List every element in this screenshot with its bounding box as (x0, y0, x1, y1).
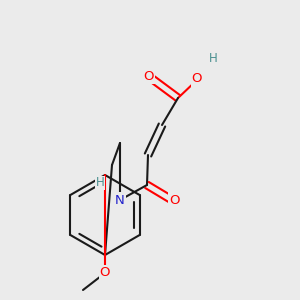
Text: H: H (208, 52, 217, 64)
Text: O: O (192, 73, 202, 85)
Text: O: O (100, 266, 110, 280)
Text: H: H (96, 176, 104, 190)
Text: N: N (115, 194, 125, 206)
Text: O: O (169, 194, 179, 206)
Text: O: O (144, 70, 154, 83)
